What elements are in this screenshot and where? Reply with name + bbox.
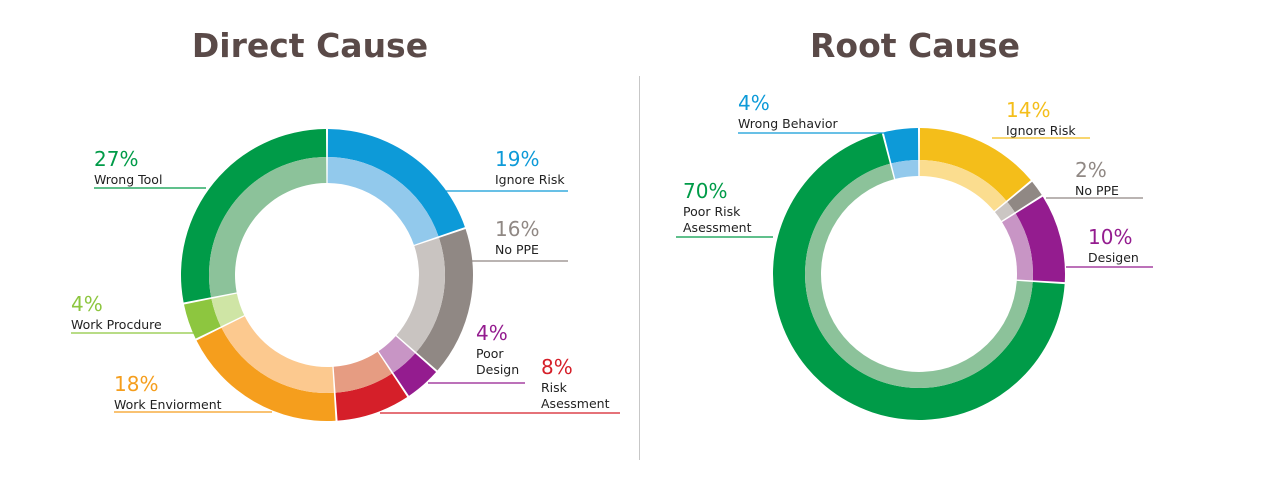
ignore-risk-percent-label: 14% <box>1006 98 1050 122</box>
no-ppe-percent-label: 16% <box>495 217 539 241</box>
desigen-slice-outer <box>1015 196 1065 283</box>
risk-asessment-slice-outer <box>335 373 408 421</box>
wrong-tool-slice-inner <box>209 157 327 298</box>
wrong-behavior-category-label: Wrong Behavior <box>738 116 839 131</box>
desigen-percent-label: 10% <box>1088 225 1132 249</box>
wrong-tool-slice-outer <box>181 129 327 303</box>
poor-design-category-label: Poor Design <box>476 346 519 377</box>
desigen-slice-inner <box>1002 213 1033 281</box>
poor-design-percent-label: 4% <box>476 321 508 345</box>
no-ppe-slice-outer <box>1007 181 1042 213</box>
no-ppe-category-label: No PPE <box>1075 183 1119 198</box>
poor-risk-asessment-percent-label: 70% <box>683 179 727 203</box>
root-cause-title: Root Cause <box>809 26 1021 65</box>
ignore-risk-slice-inner <box>919 160 1007 212</box>
work-enviorment-category-label: Work Enviorment <box>114 397 222 412</box>
direct-cause-title: Direct Cause <box>191 26 429 65</box>
ignore-risk-percent-label: 19% <box>495 147 539 171</box>
poor-risk-asessment-category-label: Poor Risk Asessment <box>683 204 752 235</box>
ignore-risk-slice-inner <box>327 157 439 245</box>
ignore-risk-slice-outer <box>327 129 465 237</box>
work-procdure-slice-outer <box>184 298 221 339</box>
no-ppe-percent-label: 2% <box>1075 158 1107 182</box>
root-cause-donut: 14%Ignore Risk 2%No PPE 10%Desigen 70%Poor … <box>676 91 1153 420</box>
risk-asessment-percent-label: 8% <box>541 355 573 379</box>
wrong-behavior-slice-inner <box>891 160 919 179</box>
ignore-risk-category-label: Ignore Risk <box>495 172 565 187</box>
no-ppe-slice-outer <box>416 229 473 371</box>
risk-asessment-slice-inner <box>333 351 392 393</box>
ignore-risk-category-label: Ignore Risk <box>1006 123 1076 138</box>
wrong-behavior-percent-label: 4% <box>738 91 770 115</box>
no-ppe-category-label: No PPE <box>495 242 539 257</box>
poor-design-slice-inner <box>378 336 416 373</box>
wrong-tool-category-label: Wrong Tool <box>94 172 162 187</box>
wrong-tool-percent-label: 27% <box>94 147 138 171</box>
chart-divider <box>639 76 640 460</box>
no-ppe-slice-inner <box>396 237 445 353</box>
desigen-category-label: Desigen <box>1088 250 1139 265</box>
poor-design-slice-outer <box>393 353 437 396</box>
no-ppe-slice-inner <box>994 201 1015 221</box>
ignore-risk-slice-outer <box>919 128 1031 201</box>
wrong-behavior-slice-outer <box>883 128 919 164</box>
work-procdure-slice-inner <box>211 293 245 327</box>
work-enviorment-percent-label: 18% <box>114 372 158 396</box>
work-enviorment-slice-outer <box>196 327 336 421</box>
work-procdure-percent-label: 4% <box>71 292 103 316</box>
work-enviorment-slice-inner <box>221 316 334 394</box>
risk-asessment-category-label: Risk Asessment <box>541 380 610 411</box>
work-procdure-category-label: Work Procdure <box>71 317 162 332</box>
